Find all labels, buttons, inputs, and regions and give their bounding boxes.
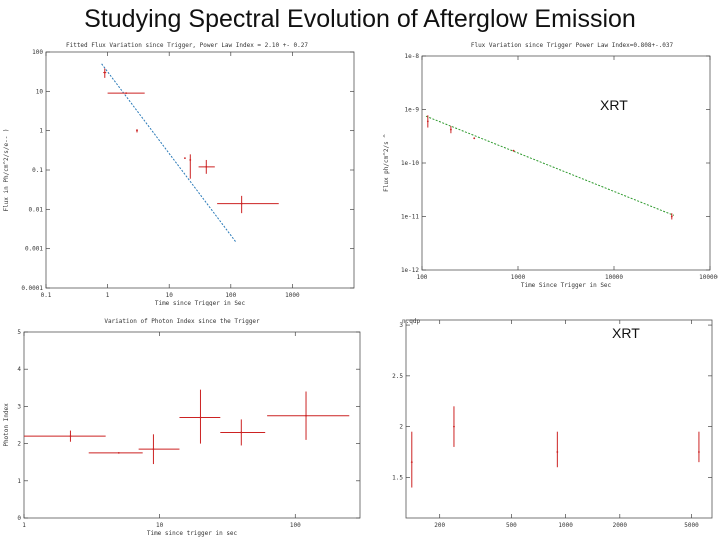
photonIndex-x-axis-label: Time since trigger in sec — [147, 530, 238, 537]
xrtIndex-annotation: XRT — [612, 325, 640, 341]
xrtIndex-plot-frame — [405, 319, 713, 519]
xrtFlux-annotation: XRT — [600, 97, 628, 113]
xrt-flux-panel: Flux Variation since Trigger Power Law I… — [382, 38, 718, 294]
xrtFlux-point-3 — [512, 149, 515, 152]
fluxFit-point-2 — [136, 129, 138, 132]
photonIndex-y-tick-label: 5 — [17, 329, 21, 336]
xrtFlux-point-4 — [670, 215, 673, 218]
fluxFit-point-4 — [189, 159, 192, 161]
xrt-index-chart: n.qdp 200 500 1000 2000 5000 1.5 2 2.5 3 XRT — [392, 318, 713, 529]
xrtIndex-y-tick-label: 2.5 — [392, 373, 403, 380]
xrtFlux-y-tick-label: 1e-12 — [401, 267, 419, 274]
xrtIndex-point-1 — [453, 425, 455, 428]
fluxFit-y-tick-label: 10 — [36, 88, 44, 95]
xrtIndex-point-0 — [410, 461, 413, 464]
photonIndex-y-tick-label: 4 — [17, 366, 21, 373]
fluxFit-x-tick-label: 1 — [106, 292, 110, 299]
fluxFit-point-0 — [103, 71, 106, 74]
fluxFit-y-tick-label: 100 — [32, 49, 43, 56]
flux-fit-panel: Fitted Flux Variation since Trigger, Pow… — [2, 38, 372, 306]
xrtIndex-title: n.qdp — [402, 318, 420, 325]
photonIndex-y-tick-label: 3 — [17, 403, 21, 410]
xrtIndex-y-tick-label: 2 — [399, 424, 403, 431]
fluxFit-y-tick-label: 0.0001 — [21, 285, 43, 292]
xrtIndex-x-tick-label: 200 — [434, 522, 445, 529]
xrtFlux-x-tick-label: 10000 — [605, 274, 623, 281]
fluxFit-point-1 — [125, 92, 128, 95]
xrtFlux-point-1 — [449, 128, 452, 131]
xrtFlux-x-tick-label: 100 — [417, 274, 428, 281]
fluxFit-x-tick-label: 100 — [225, 292, 236, 299]
xrtFlux-point-0 — [426, 120, 429, 123]
xrtFlux-y-tick-label: 1e-8 — [405, 53, 420, 60]
xrtFlux-plot-frame — [421, 55, 711, 271]
fluxFit-x-tick-label: 10 — [166, 292, 174, 299]
fluxFit-point-6 — [240, 202, 243, 205]
xrtFlux-y-axis-label: Flux ph/cm^2/s ^ — [383, 134, 390, 192]
xrtIndex-point-3 — [698, 451, 700, 453]
photonIndex-y-tick-label: 2 — [17, 441, 21, 448]
xrtFlux-title: Flux Variation since Trigger Power Law I… — [471, 42, 674, 49]
fluxFit-y-tick-label: 1 — [39, 128, 43, 135]
fluxFit-x-tick-label: 0.1 — [41, 292, 52, 299]
fluxFit-y-tick-label: 0.01 — [29, 206, 44, 213]
photonIndex-point-5 — [305, 414, 307, 417]
fluxFit-point-3 — [184, 157, 186, 160]
xrtFlux-fit-line — [425, 115, 675, 216]
fluxFit-point-5 — [205, 165, 208, 168]
xrtFlux-point-2 — [473, 137, 476, 140]
slide-title: Studying Spectral Evolution of Afterglow… — [84, 5, 636, 33]
fluxFit-y-axis-label: Flux in Ph/cm^2/s/e-- ) — [3, 128, 10, 211]
xrtFlux-x-tick-label: 1000 — [511, 274, 526, 281]
xrtFlux-y-tick-label: 1e-10 — [401, 160, 419, 167]
xrt-index-panel: n.qdp 200 500 1000 2000 5000 1.5 2 2.5 3 XRT — [382, 312, 718, 540]
photonIndex-point-1 — [117, 452, 120, 454]
fluxFit-y-tick-label: 0.1 — [32, 167, 43, 174]
flux-fit-chart: Fitted Flux Variation since Trigger, Pow… — [3, 42, 355, 306]
xrtFlux-y-tick-label: 1e-9 — [405, 107, 420, 114]
photonIndex-point-3 — [199, 416, 202, 419]
photonIndex-y-tick-label: 0 — [17, 515, 21, 522]
photonIndex-plot-frame — [23, 331, 361, 519]
fluxFit-x-tick-label: 1000 — [285, 292, 300, 299]
photon-index-panel: Variation of Photon Index since the Trig… — [2, 314, 372, 540]
photon-index-chart: Variation of Photon Index since the Trig… — [3, 318, 361, 537]
photonIndex-x-tick-label: 1 — [22, 522, 26, 529]
fluxFit-x-axis-label: Time since Trigger in Sec — [155, 300, 246, 306]
fluxFit-title: Fitted Flux Variation since Trigger, Pow… — [66, 42, 308, 49]
xrtIndex-point-2 — [556, 451, 559, 453]
fluxFit-y-tick-label: 0.001 — [25, 246, 43, 253]
xrtFlux-x-axis-label: Time Since Trigger in Sec — [521, 282, 612, 289]
xrtIndex-x-tick-label: 500 — [506, 522, 517, 529]
xrtFlux-y-tick-label: 1e-11 — [401, 214, 419, 221]
fluxFit-plot-frame — [45, 51, 355, 289]
xrtIndex-y-tick-label: 1.5 — [392, 474, 403, 481]
xrtIndex-y-tick-label: 3 — [399, 322, 403, 329]
xrtIndex-x-tick-label: 1000 — [558, 522, 573, 529]
xrt-flux-chart: Flux Variation since Trigger Power Law I… — [383, 42, 718, 289]
xrtIndex-x-tick-label: 2000 — [613, 522, 628, 529]
photonIndex-y-axis-label: Photon Index — [3, 403, 10, 447]
photonIndex-title: Variation of Photon Index since the Trig… — [104, 318, 260, 325]
photonIndex-point-0 — [69, 435, 72, 438]
xrtFlux-x-tick-label: 100000 — [699, 274, 718, 281]
photonIndex-x-tick-label: 10 — [156, 522, 164, 529]
fluxFit-fit-line — [101, 63, 237, 243]
photonIndex-y-tick-label: 1 — [17, 478, 21, 485]
xrtIndex-x-tick-label: 5000 — [684, 522, 699, 529]
photonIndex-point-4 — [240, 431, 243, 434]
photonIndex-x-tick-label: 100 — [290, 522, 301, 529]
photonIndex-point-2 — [152, 448, 155, 451]
